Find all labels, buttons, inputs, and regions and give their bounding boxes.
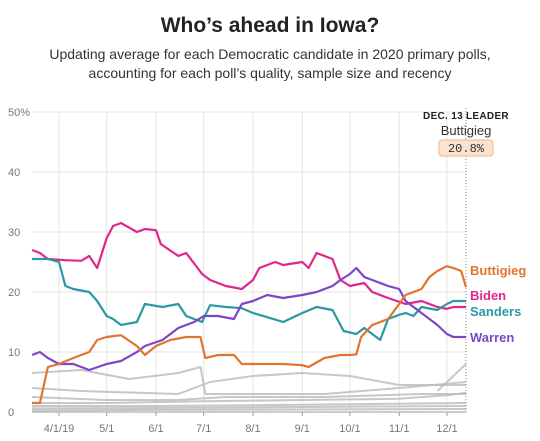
series-line-sanders <box>32 257 466 342</box>
other-candidate-line-0 <box>31 366 467 395</box>
x-tick-label-3: 7/1 <box>196 423 211 435</box>
other-candidate-line-5 <box>31 405 467 410</box>
series-labels: Buttigieg Biden Sanders Warren <box>470 263 526 345</box>
leader-value: 20.8% <box>448 142 485 156</box>
series-label-buttigieg: Buttigieg <box>470 263 526 278</box>
other-candidate-line-3 <box>32 391 467 404</box>
leader-heading: DEC. 13 LEADER <box>423 111 509 122</box>
grid <box>32 111 466 413</box>
other-candidate-line-7 <box>436 363 467 392</box>
x-tick-label-5: 9/1 <box>295 423 310 435</box>
other-candidate-line-2 <box>31 393 466 401</box>
series-line-biden <box>31 221 466 310</box>
leader-name: Buttigieg <box>441 123 492 138</box>
series-lines <box>31 221 468 405</box>
x-tick-label-0: 4/1/19 <box>44 423 75 435</box>
chart-subtitle: Updating average for each Democratic can… <box>49 46 491 81</box>
series-label-warren: Warren <box>470 330 514 345</box>
other-candidates-lines <box>31 363 467 412</box>
y-tick-label-10: 10 <box>8 347 20 359</box>
leader-callout: DEC. 13 LEADER Buttigieg 20.8% <box>423 111 509 157</box>
y-tick-label-40: 40 <box>8 167 20 179</box>
other-candidate-line-1 <box>31 372 466 395</box>
y-tick-label-30: 30 <box>8 227 20 239</box>
x-tick-label-4: 8/1 <box>245 423 260 435</box>
x-tick-label-2: 6/1 <box>148 423 163 435</box>
y-tick-label-0: 0 <box>8 407 14 419</box>
chart-title: Who’s ahead in Iowa? <box>160 14 380 37</box>
y-tick-label-20: 20 <box>8 287 20 299</box>
series-label-sanders: Sanders <box>470 304 521 319</box>
series-line-buttigieg <box>32 265 468 405</box>
x-tick-label-8: 12/1 <box>436 423 457 435</box>
x-tick-label-7: 11/1 <box>389 423 410 435</box>
series-label-biden: Biden <box>470 288 506 303</box>
series-line-warren <box>31 266 466 372</box>
other-candidate-line-4 <box>32 402 467 407</box>
other-candidate-line-6 <box>31 408 467 412</box>
leader-value-box <box>438 139 494 157</box>
x-tick-label-6: 10/1 <box>339 423 360 435</box>
y-tick-label-50: 50% <box>8 107 30 119</box>
axes: 0 10 20 30 40 50% 4/1/19 5/1 6/1 7/1 8/1 9/1 10/1 11/… <box>8 107 458 435</box>
x-tick-label-1: 5/1 <box>99 423 114 435</box>
